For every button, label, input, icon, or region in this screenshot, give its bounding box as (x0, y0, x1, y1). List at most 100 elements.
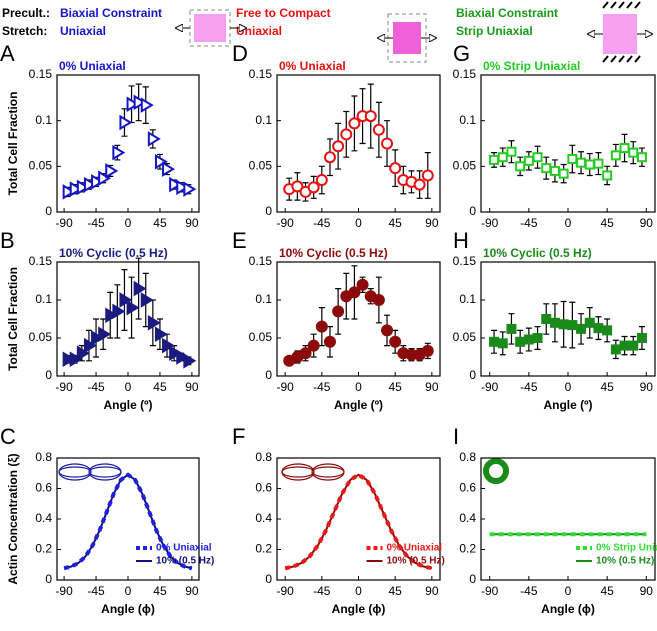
y-tick-label: 0 (45, 572, 52, 586)
x-tick-label: -90 (481, 584, 499, 598)
header-label: Precult.: (2, 6, 50, 20)
y-tick-label: 0.4 (255, 511, 272, 525)
y-tick-label: 0.8 (255, 450, 272, 464)
marker (381, 137, 394, 150)
x-tick-label: -45 (87, 380, 105, 394)
marker (584, 159, 595, 170)
line-series (63, 472, 193, 571)
x-tick-label: 0 (125, 216, 132, 230)
marker (98, 170, 112, 186)
y-tick-label: 0.05 (249, 330, 273, 344)
marker (602, 325, 613, 336)
marker (154, 326, 168, 342)
legend-label: 0% Uniaxial (156, 543, 212, 554)
marker (299, 347, 312, 360)
panel-letter: D (232, 41, 248, 66)
polar-icon (281, 463, 345, 481)
y-tick-label: 0.6 (35, 481, 52, 495)
panel-letter: F (232, 424, 245, 449)
marker (506, 146, 517, 157)
legend-label: 10% (0.5 Hz) (387, 556, 445, 567)
y-axis-label: Total Cell Fraction (6, 92, 20, 196)
y-tick-label: 0.2 (459, 542, 476, 556)
y-axis-label: Actin Concentration (ξ) (6, 453, 20, 584)
marker (619, 340, 630, 351)
header-text: Strip Uniaxial (456, 24, 533, 38)
y-tick-label: 0.1 (459, 113, 476, 127)
marker (119, 292, 133, 308)
panel-title: 10% Cyclic (0.5 Hz) (59, 246, 168, 260)
marker (610, 344, 621, 355)
marker (348, 286, 361, 299)
x-tick-label: 90 (640, 380, 654, 394)
x-tick-label: 0 (125, 584, 132, 598)
marker (98, 326, 112, 342)
marker (619, 143, 630, 154)
marker (291, 180, 304, 193)
x-tick-label: 90 (185, 380, 199, 394)
x-tick-label: -45 (520, 216, 538, 230)
marker (147, 315, 161, 331)
x-tick-label: 90 (425, 216, 439, 230)
marker (62, 184, 76, 200)
x-tick-label: -45 (520, 380, 538, 394)
marker (76, 179, 90, 196)
marker (636, 152, 647, 163)
marker (162, 337, 175, 354)
marker (119, 114, 133, 131)
x-tick-label: -45 (313, 584, 331, 598)
y-tick-label: 0.1 (35, 113, 52, 127)
marker (83, 337, 97, 354)
marker (140, 292, 154, 308)
icon-col2 (378, 13, 436, 63)
marker (91, 174, 104, 190)
y-tick-label: 0.1 (255, 113, 272, 127)
x-tick-label: 45 (388, 216, 402, 230)
line-series (284, 472, 433, 571)
x-tick-label: -45 (87, 216, 105, 230)
x-tick-label: 45 (153, 584, 167, 598)
marker (636, 333, 647, 343)
marker (105, 163, 119, 179)
y-tick-label: 0.1 (255, 292, 272, 306)
marker (340, 128, 353, 141)
marker (558, 319, 569, 330)
y-tick-label: 0.8 (459, 450, 476, 464)
panel-letter: H (453, 228, 469, 253)
x-tick-label: 45 (600, 216, 614, 230)
marker (593, 158, 604, 169)
marker (162, 161, 175, 177)
y-tick-label: 0.05 (453, 330, 477, 344)
header-text: Free to Compact (236, 6, 331, 20)
marker (69, 181, 83, 197)
marker (567, 154, 578, 165)
y-tick-label: 0 (45, 368, 52, 382)
marker (541, 314, 552, 324)
marker (133, 280, 147, 297)
polar-icon (483, 458, 509, 484)
y-tick-label: 0.15 (29, 254, 53, 268)
marker (332, 140, 345, 153)
marker (315, 174, 328, 187)
y-tick-label: 0.05 (29, 159, 53, 173)
marker (112, 303, 126, 320)
marker (523, 334, 534, 345)
legend-label: 10% (0.5 Hz) (156, 556, 214, 567)
x-tick-label: -45 (313, 216, 331, 230)
panel-title: 10% Cyclic (0.5 Hz) (483, 246, 592, 260)
marker (576, 323, 587, 334)
x-tick-label: -45 (313, 380, 331, 394)
x-tick-label: 0 (565, 380, 572, 394)
x-tick-label: 45 (600, 584, 614, 598)
marker (126, 299, 140, 316)
marker (83, 176, 97, 193)
header-text: Biaxial Constraint (60, 6, 162, 20)
x-axis-label: Angle (º) (334, 398, 383, 412)
marker (176, 349, 190, 365)
marker (506, 323, 517, 334)
marker (610, 150, 621, 161)
y-tick-label: 0.6 (255, 481, 272, 495)
y-tick-label: 0 (265, 368, 272, 382)
legend-label: 0% Strip Uniaxial (596, 543, 657, 554)
marker (356, 278, 369, 291)
